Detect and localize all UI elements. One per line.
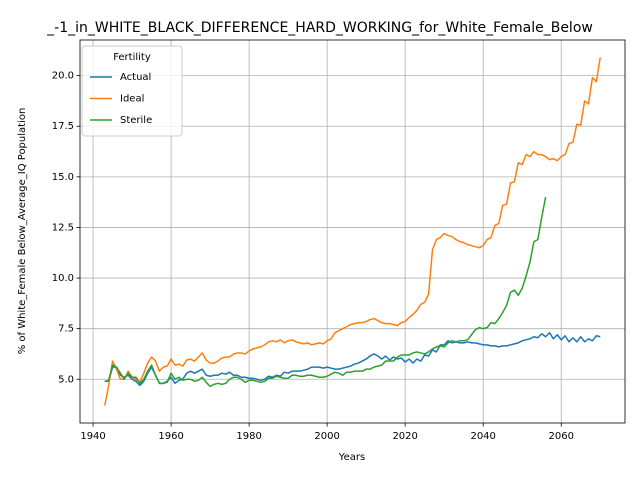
plot-lines [104,57,601,406]
x-tick-label: 1940 [80,431,105,442]
legend-label: Sterile [120,115,152,126]
x-tick-label: 2040 [470,431,495,442]
line-series [104,57,601,406]
y-tick-label: 12.5 [52,222,74,233]
x-tick-label: 2000 [314,431,339,442]
y-tick-label: 5.0 [58,374,74,385]
y-tick-label: 15.0 [52,172,74,183]
x-tick-label: 2060 [548,431,573,442]
line-series [104,196,547,388]
y-tick-label: 10.0 [52,273,74,284]
axes-frame [79,39,626,424]
legend-label: Ideal [120,94,144,105]
legend-title: Fertility [113,52,151,63]
y-axis-label: % of White_Female Below_Average_IQ Popul… [17,108,28,355]
x-tick-label: 1980 [236,431,261,442]
x-tick-label: 2020 [392,431,417,442]
x-tick-label: 1960 [158,431,183,442]
line-series [104,331,601,387]
chart-title: _-1_in_WHITE_BLACK_DIFFERENCE_HARD_WORKI… [46,20,593,36]
x-axis-label: Years [338,452,365,463]
legend-label: Actual [120,72,151,83]
y-tick-label: 17.5 [52,121,74,132]
y-tick-label: 7.5 [58,324,74,335]
legend-box [81,45,183,137]
y-tick-label: 20.0 [52,71,74,82]
